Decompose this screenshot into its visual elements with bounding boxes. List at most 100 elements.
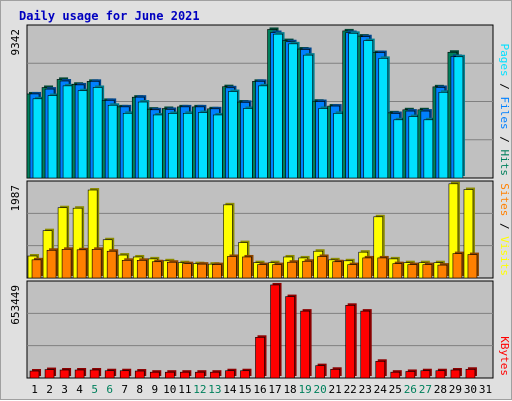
x-tick-label: 31 xyxy=(479,383,492,396)
bar-pages-day-9 xyxy=(152,114,163,179)
bar-pages-day-8 xyxy=(137,101,148,179)
bar-pages-day-19 xyxy=(303,54,313,179)
x-tick-label: 5 xyxy=(91,383,98,396)
x-tick-label: 23 xyxy=(359,383,372,396)
bar-kbytes-day-19 xyxy=(300,310,310,379)
bar-sites-day-19 xyxy=(302,260,312,279)
bar-sites-day-18 xyxy=(287,261,297,279)
x-tick-label: 15 xyxy=(238,383,251,396)
x-tick-label: 28 xyxy=(434,383,447,396)
x-tick-label: 27 xyxy=(419,383,432,396)
bar-sites-day-4 xyxy=(76,249,87,279)
chart-title: Daily usage for June 2021 xyxy=(19,9,200,23)
bar-kbytes-day-10 xyxy=(165,371,175,379)
bar-pages-day-23 xyxy=(363,40,374,179)
bar-kbytes-day-27 xyxy=(420,370,431,379)
x-tick-label: 7 xyxy=(121,383,128,396)
x-tick-label: 1 xyxy=(31,383,38,396)
bar-pages-day-4 xyxy=(77,90,88,179)
x-tick-label: 6 xyxy=(106,383,113,396)
bar-kbytes-day-14 xyxy=(225,370,235,379)
x-tick-label: 3 xyxy=(61,383,68,396)
bar-sites-day-17 xyxy=(272,264,282,279)
bar-pages-day-24 xyxy=(378,58,389,179)
bar-kbytes-day-28 xyxy=(435,370,446,379)
bar-kbytes-day-7 xyxy=(119,370,130,379)
bar-sites-day-24 xyxy=(377,257,388,279)
y-max-label: 9342 xyxy=(9,29,22,56)
bar-kbytes-day-8 xyxy=(134,370,145,379)
bar-kbytes-day-26 xyxy=(405,371,416,379)
bar-pages-day-16 xyxy=(258,85,268,179)
x-tick-label: 9 xyxy=(151,383,158,396)
x-tick-label: 17 xyxy=(268,383,281,396)
bar-sites-day-11 xyxy=(182,263,192,279)
bar-sites-day-22 xyxy=(347,264,357,279)
bar-sites-day-20 xyxy=(317,256,327,279)
bar-sites-day-25 xyxy=(392,263,403,279)
bar-sites-day-7 xyxy=(121,260,132,279)
x-tick-label: 22 xyxy=(344,383,357,396)
bar-pages-day-6 xyxy=(107,104,118,179)
y-max-label: 1987 xyxy=(9,185,22,212)
x-tick-label: 13 xyxy=(208,383,221,396)
bar-kbytes-day-18 xyxy=(285,296,295,379)
bar-sites-day-15 xyxy=(242,256,252,279)
bar-kbytes-day-11 xyxy=(180,371,190,379)
x-tick-label: 21 xyxy=(329,383,342,396)
bar-sites-day-12 xyxy=(197,263,207,279)
bar-kbytes-day-1 xyxy=(29,370,40,379)
bar-pages-day-18 xyxy=(288,43,298,179)
legend-visits: Visits xyxy=(498,236,511,276)
bar-sites-day-5 xyxy=(91,249,102,279)
bar-pages-day-3 xyxy=(62,85,73,179)
bar-sites-day-14 xyxy=(227,256,237,279)
x-tick-label: 4 xyxy=(76,383,83,396)
bar-pages-day-21 xyxy=(333,113,343,179)
bar-sites-day-30 xyxy=(467,254,478,279)
bar-pages-day-11 xyxy=(183,113,193,179)
x-tick-label: 29 xyxy=(449,383,462,396)
bar-sites-day-1 xyxy=(31,259,42,279)
legend-pages: Pages xyxy=(498,44,511,77)
bar-kbytes-day-6 xyxy=(104,370,115,379)
bar-pages-day-12 xyxy=(198,112,208,179)
bar-kbytes-day-30 xyxy=(465,368,476,379)
bar-pages-day-2 xyxy=(47,95,58,179)
bar-pages-day-28 xyxy=(438,92,449,179)
legend-label: Sites / Visits xyxy=(498,183,511,276)
x-tick-label: 18 xyxy=(283,383,296,396)
bar-kbytes-day-20 xyxy=(315,365,325,379)
bar-sites-day-23 xyxy=(362,257,373,279)
bar-sites-day-10 xyxy=(167,261,177,279)
bar-sites-day-8 xyxy=(136,260,147,279)
x-tick-label: 20 xyxy=(314,383,327,396)
bar-kbytes-day-23 xyxy=(360,310,371,379)
legend-kbytes: KBytes xyxy=(498,336,511,376)
bar-sites-day-16 xyxy=(257,264,267,279)
bar-kbytes-day-29 xyxy=(450,369,461,379)
x-tick-label: 14 xyxy=(223,383,237,396)
legend-label: Pages / Files / Hits xyxy=(498,44,511,177)
legend-hits: Hits xyxy=(498,150,511,177)
x-tick-label: 11 xyxy=(178,383,191,396)
bar-kbytes-day-17 xyxy=(270,284,280,379)
x-tick-label: 30 xyxy=(464,383,477,396)
x-tick-label: 8 xyxy=(136,383,143,396)
bar-pages-day-13 xyxy=(213,114,223,179)
bar-sites-day-6 xyxy=(106,250,117,279)
bar-sites-day-3 xyxy=(61,249,72,279)
bar-pages-day-17 xyxy=(273,33,283,179)
bar-kbytes-day-16 xyxy=(255,336,265,379)
bar-kbytes-day-15 xyxy=(240,370,250,379)
bar-pages-day-5 xyxy=(92,87,103,179)
y-max-label: 653449 xyxy=(9,285,22,325)
bar-pages-day-22 xyxy=(348,33,358,179)
bar-pages-day-27 xyxy=(423,119,434,179)
x-tick-label: 19 xyxy=(298,383,311,396)
bar-kbytes-day-24 xyxy=(375,360,386,379)
bar-kbytes-day-22 xyxy=(345,305,355,379)
bar-sites-day-29 xyxy=(452,253,463,279)
x-tick-label: 2 xyxy=(46,383,53,396)
bar-kbytes-day-13 xyxy=(210,371,220,379)
